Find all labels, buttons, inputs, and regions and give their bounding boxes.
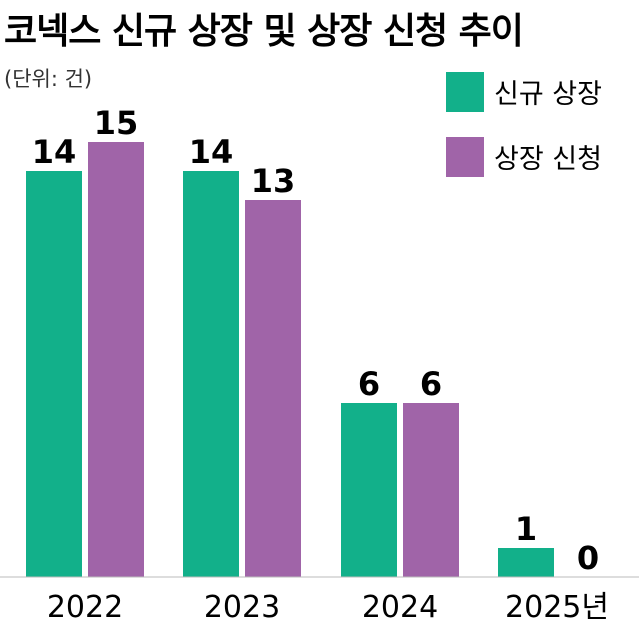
data-label-listing-application-2: 6 (420, 365, 442, 403)
unit-label: (단위: 건) (4, 67, 92, 91)
legend: 신규 상장 상장 신청 (446, 72, 602, 177)
bar-new-listing-3 (498, 548, 554, 577)
data-label-listing-application-3: 0 (577, 539, 599, 577)
bar-listing-application-2 (403, 403, 459, 577)
data-label-new-listing-3: 1 (515, 510, 537, 548)
bar-listing-application-1 (245, 200, 301, 577)
category-label-3: 2025년 (505, 590, 609, 625)
data-label-new-listing-2: 6 (358, 365, 380, 403)
data-label-listing-application-0: 15 (94, 104, 139, 142)
category-label-0: 2022 (47, 590, 123, 625)
bars: 14 15 14 13 6 6 1 0 (26, 104, 599, 577)
legend-label-new-listing: 신규 상장 (494, 79, 602, 110)
data-label-new-listing-1: 14 (189, 133, 234, 171)
bar-listing-application-0 (88, 142, 144, 577)
legend-swatch-listing-application (446, 137, 484, 177)
bar-new-listing-0 (26, 171, 82, 577)
bar-new-listing-1 (183, 171, 239, 577)
category-labels: 2022 2023 2024 2025년 (47, 590, 609, 625)
legend-swatch-new-listing (446, 72, 484, 112)
category-label-1: 2023 (204, 590, 280, 625)
data-label-listing-application-1: 13 (251, 162, 296, 200)
data-label-new-listing-0: 14 (32, 133, 77, 171)
category-label-2: 2024 (362, 590, 438, 625)
legend-label-listing-application: 상장 신청 (494, 144, 602, 175)
bar-new-listing-2 (341, 403, 397, 577)
chart-title: 코넥스 신규 상장 및 상장 신청 추이 (4, 11, 523, 52)
